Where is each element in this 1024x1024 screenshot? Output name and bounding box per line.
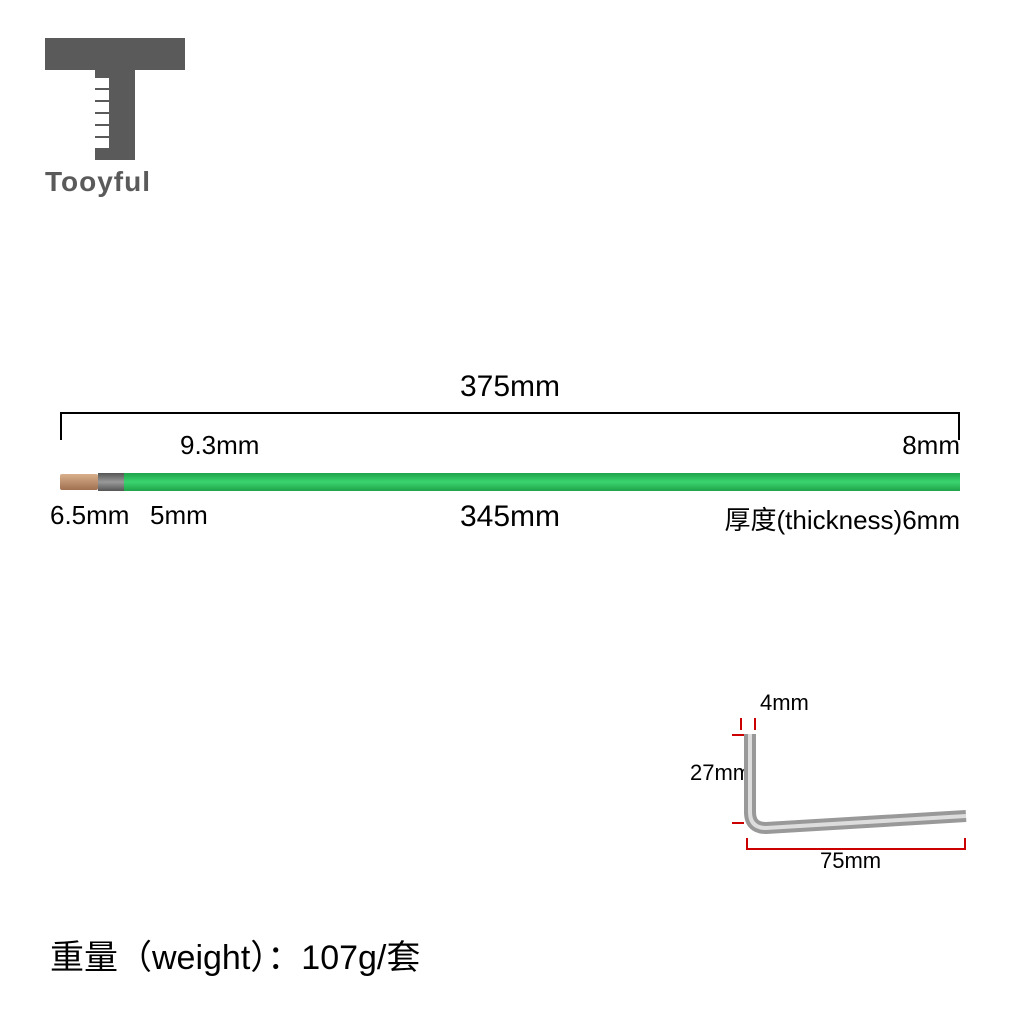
nut-width-label: 5mm	[150, 500, 208, 531]
body-length-label: 345mm	[460, 500, 560, 534]
wrench-long-arm-label: 75mm	[820, 848, 881, 874]
rod-tip	[930, 473, 960, 491]
rod-nut	[98, 473, 124, 491]
shoulder-width-label: 9.3mm	[180, 430, 259, 461]
thickness-label: 厚度(thickness)6mm	[725, 500, 960, 537]
right-width-label: 8mm	[902, 430, 960, 461]
end-diameter-label: 6.5mm	[50, 500, 129, 531]
brand-name: Tooyful	[45, 166, 185, 198]
rod-end-cap	[60, 474, 98, 490]
total-length-label: 375mm	[460, 370, 560, 404]
weight-label: 重量（weight）：107g/套	[50, 930, 420, 979]
logo-cap	[45, 38, 185, 70]
logo-stem	[95, 70, 135, 160]
truss-rod-diagram: 375mm 9.3mm 8mm 6.5mm 5mm 345mm 厚度(thick…	[50, 370, 970, 570]
brand-logo: Tooyful	[45, 38, 185, 198]
logo-piano-keys	[95, 78, 110, 150]
rod-green-body	[124, 473, 930, 491]
allen-wrench-diagram: 4mm 27mm 75mm	[680, 700, 980, 900]
truss-rod-body	[60, 470, 960, 494]
